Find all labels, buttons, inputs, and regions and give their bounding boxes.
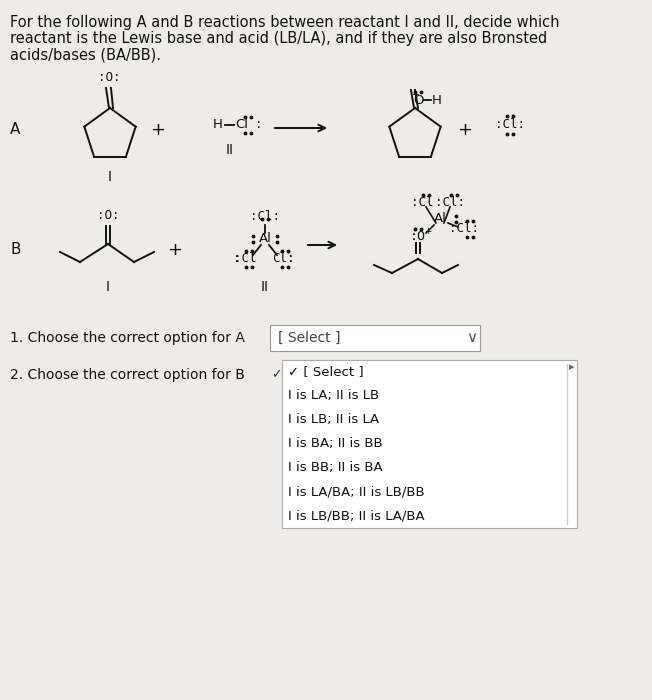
Text: :Cl:: :Cl: [495,118,525,132]
Text: II: II [226,143,234,157]
Text: I is BB; II is BA: I is BB; II is BA [288,461,383,475]
Text: +: + [411,90,419,100]
Text: II: II [261,280,269,294]
Text: H: H [432,94,442,106]
Text: A: A [10,122,20,137]
Text: :Cl:: :Cl: [250,210,280,223]
Text: :Cl: :Cl [411,197,433,209]
Text: I: I [108,170,112,184]
Text: 2. Choose the correct option for B: 2. Choose the correct option for B [10,368,245,382]
Text: Al: Al [259,232,271,246]
FancyBboxPatch shape [282,360,577,528]
Text: I is LB; II is LA: I is LB; II is LA [288,414,379,426]
Text: ▸: ▸ [569,362,575,372]
Text: +: + [424,227,432,235]
Text: acids/bases (BA/BB).: acids/bases (BA/BB). [10,47,161,62]
Text: I: I [106,280,110,294]
Text: I is LA/BA; II is LB/BB: I is LA/BA; II is LB/BB [288,486,424,498]
Text: I is LB/BB; II is LA/BA: I is LB/BB; II is LA/BA [288,510,424,522]
Text: Cl: Cl [235,118,248,132]
Text: :: : [255,118,263,132]
Text: :Cl:: :Cl: [449,223,479,235]
Text: +: + [151,121,166,139]
Text: :O: :O [410,230,426,244]
Text: +: + [168,241,183,259]
Text: I is BA; II is BB: I is BA; II is BB [288,438,383,451]
Text: Al: Al [434,213,447,225]
Text: :: : [233,253,241,265]
Text: I is LA; II is LB: I is LA; II is LB [288,389,379,402]
Text: :O:: :O: [96,209,119,222]
Text: :: : [288,253,295,265]
Text: H: H [213,118,223,132]
Text: [ Select ]: [ Select ] [278,331,340,345]
Text: ∨: ∨ [466,330,477,346]
Text: reactant is the Lewis base and acid (LB/LA), and if they are also Bronsted: reactant is the Lewis base and acid (LB/… [10,31,547,46]
Text: O: O [413,94,423,106]
Text: ✓ [ Select ]: ✓ [ Select ] [288,365,364,379]
Text: :O:: :O: [98,71,120,84]
Text: For the following A and B reactions between reactant I and II, decide which: For the following A and B reactions betw… [10,15,559,30]
Text: ✓: ✓ [271,368,282,382]
Text: B: B [10,242,20,258]
Text: +: + [458,121,473,139]
Text: :Cl:: :Cl: [435,197,465,209]
Text: Cl:: Cl: [272,253,294,265]
Text: :Cl: :Cl [234,253,256,265]
FancyBboxPatch shape [270,325,480,351]
Text: 1. Choose the correct option for A: 1. Choose the correct option for A [10,331,245,345]
